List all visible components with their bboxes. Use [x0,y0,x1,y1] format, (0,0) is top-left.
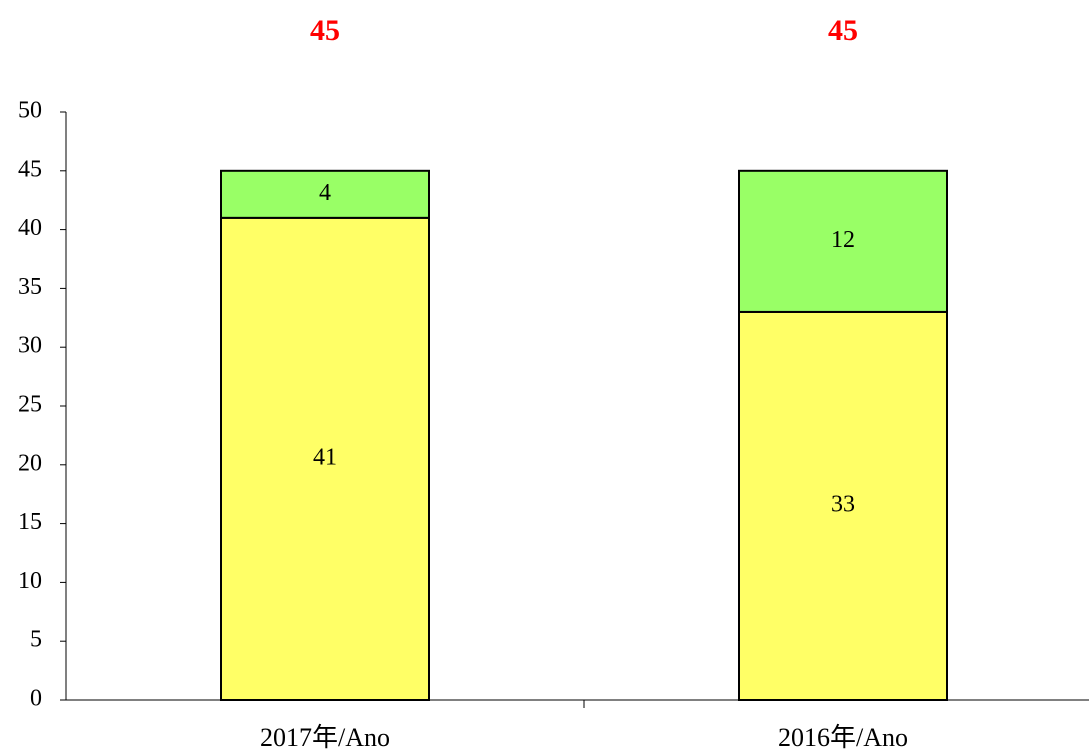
bar-segment [738,310,948,701]
y-tick-label: 10 [18,568,42,594]
y-tick-label: 20 [18,450,42,476]
y-tick-label: 0 [30,686,42,712]
total-label: 45 [310,14,340,47]
data-label: 12 [831,227,855,253]
x-tick-label: 2017年/Ano [260,723,390,752]
y-tick-label: 15 [18,509,42,535]
y-tick-label: 5 [30,627,42,653]
data-label: 33 [831,491,855,517]
bar-segment [738,169,948,313]
bar-segment [220,169,430,219]
y-tick-label: 30 [18,333,42,359]
y-tick-label: 50 [18,98,42,124]
y-tick-label: 40 [18,215,42,241]
y-tick-label: 35 [18,274,42,300]
data-label: 4 [319,180,331,206]
data-label: 41 [313,444,337,470]
total-label: 45 [828,14,858,47]
bar-segment [220,216,430,701]
y-tick-label: 45 [18,156,42,182]
x-tick-label: 2016年/Ano [778,723,908,752]
y-tick-label: 25 [18,392,42,418]
